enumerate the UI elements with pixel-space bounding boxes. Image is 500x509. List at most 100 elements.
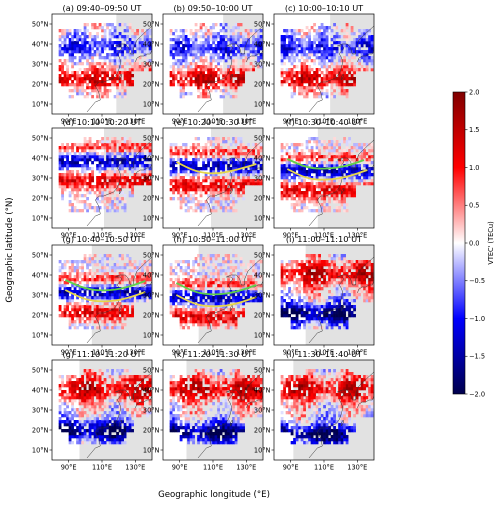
tec-cell <box>76 200 79 204</box>
tec-cell <box>194 158 198 162</box>
tec-cell <box>172 71 175 75</box>
tec-cell <box>121 164 124 168</box>
tec-cell <box>320 89 324 93</box>
tec-cell <box>138 260 142 264</box>
tec-cell <box>116 275 119 279</box>
tec-cell <box>222 296 225 300</box>
tec-cell <box>169 311 173 315</box>
tec-cell <box>308 83 311 87</box>
tec-cell <box>179 86 183 90</box>
tec-cell <box>214 44 218 48</box>
tec-cell <box>197 284 200 288</box>
tec-cell <box>217 86 220 90</box>
tec-cell <box>323 314 326 318</box>
tec-cell <box>232 29 235 33</box>
tec-cell <box>234 317 238 321</box>
tec-cell <box>310 170 314 174</box>
tec-cell <box>194 314 198 318</box>
tec-cells <box>280 23 374 99</box>
tec-cell <box>108 89 112 93</box>
tec-cell <box>71 47 74 51</box>
tec-cell <box>227 299 230 303</box>
tec-cell <box>111 305 114 309</box>
tec-cell <box>136 296 139 300</box>
tec-cell <box>209 266 213 270</box>
tec-cell <box>192 68 195 72</box>
tec-cell <box>192 200 195 204</box>
tec-cell <box>61 311 64 315</box>
tec-cell <box>103 272 107 276</box>
tec-cell <box>76 188 79 192</box>
tec-cell <box>353 38 356 42</box>
tec-cell <box>310 314 314 318</box>
tec-cell <box>136 143 139 147</box>
tec-cell <box>78 272 82 276</box>
tec-cell <box>242 143 245 147</box>
tec-cell <box>83 278 87 282</box>
tec-cell <box>174 50 178 54</box>
tec-cell <box>83 164 87 168</box>
tec-cell <box>285 77 289 81</box>
tec-cell <box>237 137 240 141</box>
tec-cell <box>58 47 62 51</box>
tec-cell <box>116 278 119 282</box>
tec-cell <box>350 305 354 309</box>
tec-cell <box>209 311 213 315</box>
y-tick-label: 20°N <box>254 80 271 88</box>
tec-cell <box>232 167 235 171</box>
tec-cell <box>318 41 321 45</box>
tec-cell <box>199 323 203 327</box>
tec-cell <box>288 305 291 309</box>
tec-cell <box>209 320 213 324</box>
tec-cell <box>101 92 104 96</box>
tec-cell <box>93 308 97 312</box>
tec-cell <box>108 314 112 318</box>
tec-cell <box>169 158 173 162</box>
tec-cell <box>214 206 218 210</box>
tec-cell <box>247 149 250 153</box>
tec-cell <box>76 290 79 294</box>
tec-cell <box>194 53 198 57</box>
tec-cell <box>219 317 223 321</box>
tec-cell <box>197 59 200 63</box>
tec-cell <box>222 95 225 99</box>
tec-cell <box>333 146 336 150</box>
tec-cell <box>103 281 107 285</box>
tec-cell <box>123 155 127 159</box>
tec-cell <box>323 65 326 69</box>
tec-cell <box>209 59 213 63</box>
tec-cell <box>189 74 193 78</box>
tec-cell <box>229 95 233 99</box>
tec-cell <box>68 176 72 180</box>
tec-cell <box>88 74 92 78</box>
tec-cell <box>174 293 178 297</box>
tec-cell <box>199 53 203 57</box>
tec-cell <box>229 50 233 54</box>
tec-cell <box>280 71 284 75</box>
tec-cell <box>348 44 351 48</box>
tec-cell <box>323 185 326 189</box>
tec-cell <box>204 314 208 318</box>
tec-cell <box>108 275 112 279</box>
tec-cell <box>239 158 243 162</box>
tec-cell <box>254 179 258 183</box>
tec-cell <box>73 287 77 291</box>
tec-cell <box>234 260 238 264</box>
tec-cell <box>169 278 173 282</box>
tec-cell <box>310 194 314 198</box>
tec-cell <box>239 149 243 153</box>
tec-cell <box>118 254 122 258</box>
tec-cell <box>298 167 301 171</box>
tec-cell <box>177 260 180 264</box>
tec-cell <box>293 197 296 201</box>
tec-cell <box>217 35 220 39</box>
tec-cell <box>348 182 351 186</box>
tec-cell <box>174 299 178 303</box>
tec-cell <box>214 86 218 90</box>
tec-cell <box>310 68 314 72</box>
tec-cell <box>298 152 301 156</box>
tec-cell <box>224 83 228 87</box>
tec-cell <box>209 158 213 162</box>
tec-cell <box>197 272 200 276</box>
tec-cell <box>189 206 193 210</box>
